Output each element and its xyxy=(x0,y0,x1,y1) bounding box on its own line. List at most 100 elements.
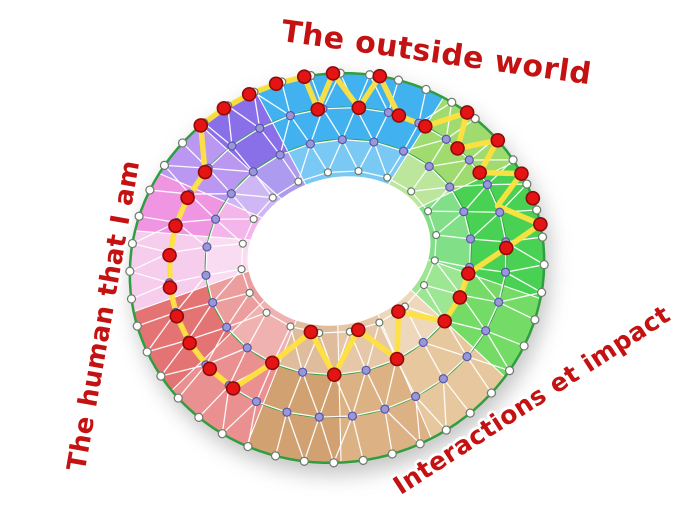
mesh-line xyxy=(422,341,445,380)
node xyxy=(441,425,451,435)
red-node xyxy=(169,308,185,324)
mesh-line xyxy=(485,330,511,372)
mesh-line xyxy=(449,159,470,188)
mesh-line xyxy=(402,122,420,152)
node xyxy=(418,337,428,348)
red-node xyxy=(450,141,465,156)
mesh-line xyxy=(351,369,367,417)
node xyxy=(249,214,258,224)
mesh-line xyxy=(387,79,400,114)
mesh-line xyxy=(442,378,471,414)
mesh-line xyxy=(414,395,421,445)
mesh-line xyxy=(168,274,207,284)
mesh-line xyxy=(410,165,430,193)
red-node xyxy=(417,119,433,134)
mesh-line xyxy=(468,159,514,161)
node xyxy=(380,404,390,414)
mesh-line xyxy=(333,374,354,417)
node xyxy=(202,242,212,252)
red-node xyxy=(303,324,319,340)
ring-chord xyxy=(410,190,429,212)
ring-chord xyxy=(322,106,357,110)
ring-chord xyxy=(449,186,465,213)
mesh-line xyxy=(384,408,393,455)
ring-chord xyxy=(297,171,329,183)
ring-chord xyxy=(327,170,360,174)
node xyxy=(465,408,475,418)
node xyxy=(504,366,515,376)
mesh-line xyxy=(341,106,357,141)
red-node xyxy=(514,166,529,181)
ring-chord xyxy=(248,292,268,314)
red-node xyxy=(437,313,452,329)
mesh-line xyxy=(386,150,405,179)
node xyxy=(126,294,137,304)
mesh-line xyxy=(253,91,292,117)
mesh-line xyxy=(174,274,207,314)
red-node xyxy=(193,118,209,133)
ring-chord xyxy=(240,243,244,270)
mesh-line xyxy=(435,210,465,236)
node xyxy=(419,280,429,290)
ring-chord xyxy=(351,408,386,417)
node xyxy=(282,407,292,417)
mesh-line xyxy=(463,210,501,213)
mesh-line xyxy=(318,416,335,464)
ring-chord xyxy=(253,196,274,220)
ring-chord xyxy=(214,193,232,220)
node xyxy=(393,75,404,85)
mesh-line xyxy=(351,415,364,462)
mesh-line xyxy=(384,358,398,410)
mesh-line xyxy=(214,218,244,245)
red-node xyxy=(202,361,218,377)
node xyxy=(415,439,425,449)
mesh-line xyxy=(427,186,451,212)
mesh-line xyxy=(498,301,536,321)
ring-chord xyxy=(255,400,288,413)
mesh-line xyxy=(486,183,528,186)
node xyxy=(539,260,549,270)
red-node xyxy=(472,165,487,180)
red-node xyxy=(325,66,341,81)
mesh-line xyxy=(163,164,191,195)
node xyxy=(299,456,309,466)
mesh-line xyxy=(442,378,447,431)
node xyxy=(347,411,357,421)
mesh-line xyxy=(449,183,489,188)
ring-chord xyxy=(341,138,375,143)
mesh-line xyxy=(252,171,274,199)
ring-chord xyxy=(386,176,412,193)
mesh-line xyxy=(221,400,258,435)
node xyxy=(248,167,258,177)
node xyxy=(159,160,170,170)
mesh-line xyxy=(279,115,292,156)
mesh-line xyxy=(146,339,189,353)
node xyxy=(383,107,394,118)
mesh-line xyxy=(410,186,451,193)
node xyxy=(275,150,285,160)
mesh-line xyxy=(230,193,255,220)
ring-chord xyxy=(242,218,255,245)
mesh-line xyxy=(228,347,248,387)
node xyxy=(286,322,295,331)
ring-chord xyxy=(212,301,228,328)
node xyxy=(430,256,439,265)
mesh-line xyxy=(341,138,360,172)
mesh-line xyxy=(444,319,487,332)
red-node xyxy=(391,108,407,123)
red-node xyxy=(241,86,257,102)
node xyxy=(134,211,144,221)
mesh-line xyxy=(485,330,525,347)
mesh-line xyxy=(333,415,354,464)
node xyxy=(329,458,339,468)
mesh-line xyxy=(175,218,217,224)
mesh-line xyxy=(309,143,329,174)
mesh-line xyxy=(373,141,388,179)
node xyxy=(383,173,392,182)
ring-chord xyxy=(463,210,472,240)
ring-chord xyxy=(427,210,437,236)
mesh-line xyxy=(427,210,465,213)
mesh-line xyxy=(289,325,304,373)
node xyxy=(210,214,221,224)
